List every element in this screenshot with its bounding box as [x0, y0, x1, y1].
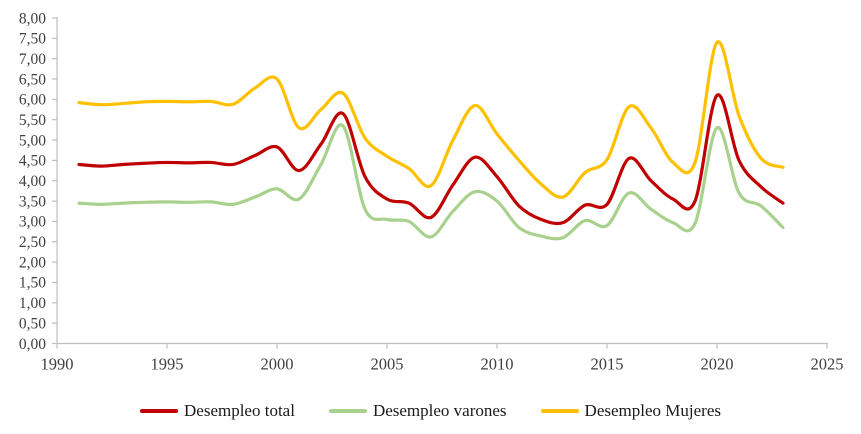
x-tick-label: 1995: [151, 355, 184, 374]
legend-label: Desempleo Mujeres: [584, 401, 721, 420]
legend-item-desempleo-varones: Desempleo varones: [328, 401, 507, 421]
chart-canvas: 0,00 0,50 1,00 1,50 2,00 2,50 3,00 3,50 4,00 4,50…: [19, 10, 844, 374]
chart-legend: Desempleo total Desempleo varones Desemple…: [0, 397, 861, 425]
y-tick-label: 7,50: [19, 31, 46, 48]
y-tick-label: 1,50: [19, 275, 46, 292]
y-tick-label: 3,50: [19, 193, 46, 210]
x-tick-label: 2015: [591, 355, 624, 374]
legend-item-desempleo-mujeres: Desempleo Mujeres: [540, 401, 721, 421]
y-tick-label: 4,00: [19, 173, 46, 190]
y-tick-label: 1,00: [19, 295, 46, 312]
y-tick-label: 2,00: [19, 254, 46, 271]
y-tick-label: 2,50: [19, 234, 46, 251]
x-tick-label: 1990: [41, 355, 74, 374]
y-tick-label: 5,50: [19, 112, 46, 129]
y-tick-label: 6,00: [19, 92, 46, 109]
y-tick-label: 0,50: [19, 315, 46, 332]
legend-line-swatch-icon: [540, 409, 579, 413]
y-tick-label: 0,00: [19, 336, 46, 353]
legend-line-swatch-icon: [140, 409, 178, 413]
y-tick-label: 6,50: [19, 71, 46, 88]
x-tick-label: 2010: [481, 355, 514, 374]
legend-item-desempleo-total: Desempleo total: [140, 401, 295, 421]
x-tick-label: 2020: [701, 355, 734, 374]
series-line-desempleo-total: [77, 93, 785, 226]
y-tick-label: 3,00: [19, 214, 46, 231]
y-tick-label: 7,00: [19, 51, 46, 68]
y-tick-label: 4,50: [19, 153, 46, 170]
y-tick-label: 8,00: [19, 10, 46, 27]
legend-label: Desempleo total: [184, 401, 295, 420]
x-tick-label: 2005: [371, 355, 404, 374]
legend-label: Desempleo varones: [372, 401, 507, 420]
series-line-desempleo-varones: [77, 123, 785, 241]
series-line-desempleo-mujeres: [77, 40, 785, 199]
x-tick-label: 2025: [811, 355, 844, 374]
x-tick-label: 2000: [261, 355, 294, 374]
y-tick-label: 5,00: [19, 132, 46, 149]
legend-line-swatch-icon: [328, 409, 367, 413]
